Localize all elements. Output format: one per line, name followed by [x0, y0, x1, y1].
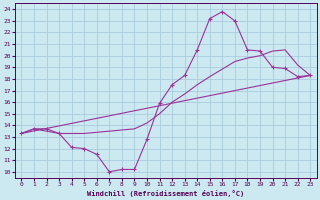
- X-axis label: Windchill (Refroidissement éolien,°C): Windchill (Refroidissement éolien,°C): [87, 190, 244, 197]
